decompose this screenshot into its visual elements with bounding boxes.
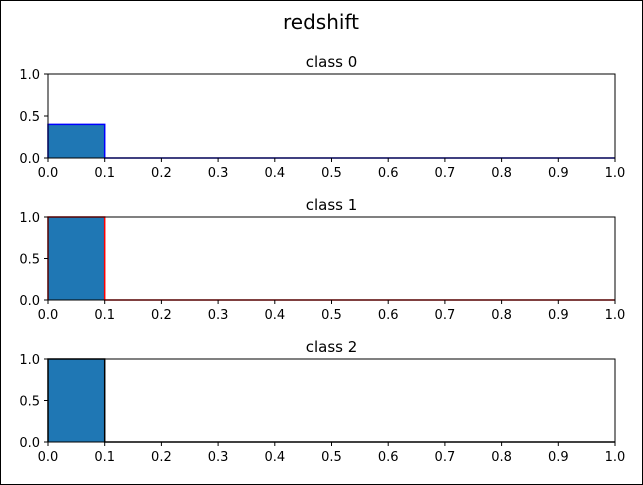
x-tick-label: 0.1 <box>94 308 115 323</box>
x-tick-label: 0.3 <box>208 308 229 323</box>
histogram-bar <box>48 124 105 158</box>
y-tick-label: 1.0 <box>19 211 40 226</box>
axes-frame <box>47 73 616 159</box>
axes-frame <box>47 216 616 301</box>
x-tick-label: 0.7 <box>435 450 456 465</box>
x-tick-label: 0.2 <box>151 450 172 465</box>
x-tick-label: 0.9 <box>548 166 569 181</box>
x-tick-label: 0.0 <box>38 166 59 181</box>
x-tick-label: 0.9 <box>548 308 569 323</box>
x-tick-label: 0.9 <box>548 450 569 465</box>
subplot-0: class 0 0.0 0.1 0.2 0.3 0.4 0.5 0.6 0.7 0.8 0.9 1.0… <box>19 53 625 181</box>
x-tick-label: 0.2 <box>151 308 172 323</box>
x-tick-label: 0.7 <box>435 166 456 181</box>
x-tick-label: 0.3 <box>208 450 229 465</box>
subplot-2: class 2 0.0 0.1 0.2 0.3 0.4 0.5 0.6 0.7 0.8 0.9 1.0… <box>19 338 625 465</box>
y-tick-label: 0.5 <box>19 253 40 268</box>
axes-frame <box>47 358 616 443</box>
x-tick-label: 0.0 <box>38 450 59 465</box>
x-tick-label: 1.0 <box>605 166 626 181</box>
x-tick-label: 0.8 <box>491 450 512 465</box>
x-tick-label: 0.5 <box>321 450 342 465</box>
x-tick-label: 0.5 <box>321 308 342 323</box>
subplot-title: class 1 <box>306 196 358 214</box>
histogram-step-outline <box>47 358 615 443</box>
y-tick-label: 0.0 <box>19 152 40 167</box>
y-tick-label: 1.0 <box>19 353 40 368</box>
x-tick-label: 0.4 <box>264 308 285 323</box>
y-tick-label: 1.0 <box>19 68 40 83</box>
x-tick-label: 1.0 <box>605 450 626 465</box>
x-tick-label: 0.3 <box>208 166 229 181</box>
x-tick-label: 0.0 <box>38 308 59 323</box>
histogram-bar <box>48 217 105 300</box>
x-tick-label: 0.7 <box>435 308 456 323</box>
x-tick-label: 0.4 <box>264 166 285 181</box>
histogram-step-outline <box>47 216 615 301</box>
x-tick-label: 0.6 <box>378 450 399 465</box>
y-tick-label: 0.5 <box>19 110 40 125</box>
x-tick-label: 1.0 <box>605 308 626 323</box>
histogram-bar <box>48 359 105 442</box>
x-tick-label: 0.1 <box>94 166 115 181</box>
x-tick-label: 0.8 <box>491 166 512 181</box>
figure-title: redshift <box>283 10 359 34</box>
x-tick-label: 0.8 <box>491 308 512 323</box>
x-tick-label: 0.6 <box>378 166 399 181</box>
x-tick-label: 0.1 <box>94 450 115 465</box>
subplot-1: class 1 0.0 0.1 0.2 0.3 0.4 0.5 0.6 0.7 0.8 0.9 1.0… <box>19 196 625 323</box>
subplot-title: class 0 <box>306 53 358 71</box>
y-tick-label: 0.5 <box>19 395 40 410</box>
x-tick-label: 0.6 <box>378 308 399 323</box>
x-tick-label: 0.2 <box>151 166 172 181</box>
x-tick-label: 0.5 <box>321 166 342 181</box>
subplot-title: class 2 <box>306 338 358 356</box>
x-tick-label: 0.4 <box>264 450 285 465</box>
y-tick-label: 0.0 <box>19 436 40 451</box>
y-tick-label: 0.0 <box>19 294 40 309</box>
histogram-step-outline <box>47 123 615 159</box>
